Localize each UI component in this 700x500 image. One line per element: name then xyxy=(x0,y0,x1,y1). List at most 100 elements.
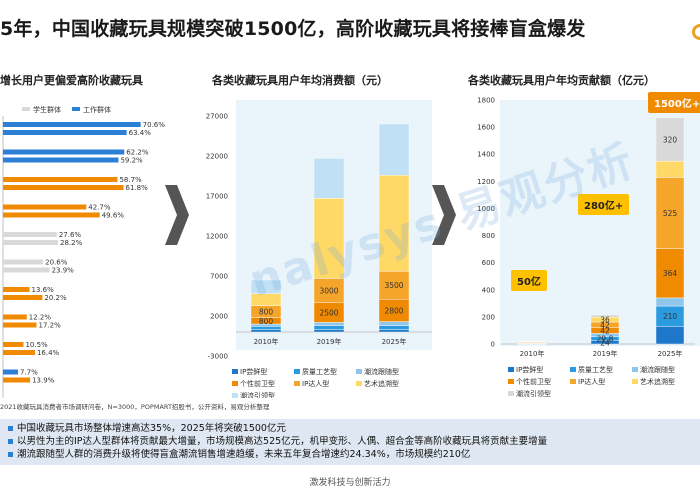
bar-segment xyxy=(250,326,282,330)
segment-value-label: 42 xyxy=(600,321,610,330)
y-tick-label: 12000 xyxy=(206,233,228,241)
segment-value-label: 3500 xyxy=(384,281,403,290)
segment-value-label: 36 xyxy=(600,316,610,325)
bar xyxy=(3,377,31,383)
bar xyxy=(3,314,27,320)
bar-segment xyxy=(313,322,345,326)
total-callout: 50亿 xyxy=(511,270,547,291)
summary-note: 中国收藏玩具市场整体增速高达35%，2025年将突破1500亿元 xyxy=(8,422,692,435)
x-tick-label: 2025年 xyxy=(658,349,683,358)
bar-value-label: 61.8% xyxy=(126,184,149,192)
right-arrow-icon xyxy=(165,185,189,245)
legend-swatch xyxy=(570,379,576,384)
right-arrow-icon xyxy=(432,185,456,245)
bar-segment xyxy=(378,123,410,176)
y-tick-label: 1400 xyxy=(477,151,495,159)
bar-value-label: 13.9% xyxy=(32,377,55,385)
legend-label: 个性前卫型 xyxy=(516,377,551,386)
source-note: 2021收藏玩具消费者市场调研问卷，N=3000，POPMART招股书，公开资料… xyxy=(0,403,270,411)
legend-swatch xyxy=(232,369,238,374)
bar-segment xyxy=(378,325,410,330)
legend-label: 艺术追溯型 xyxy=(364,379,399,388)
segment-value-label: 42 xyxy=(600,327,610,336)
user-preference-bar-chart: 学生群体 工作群体 70.6%63.4% 62.2%59.2% 58.7%61.8% 42… xyxy=(2,105,166,398)
brand-logo xyxy=(692,24,700,40)
bar-value-label: 23.9% xyxy=(52,267,75,275)
y-tick-label: 200 xyxy=(482,313,495,321)
segment-value-label: 364 xyxy=(663,269,678,278)
bar-value-label: 49.6% xyxy=(102,212,125,220)
bar xyxy=(3,185,124,190)
y-tick-label: 1600 xyxy=(477,124,495,132)
bar-value-label: 20.2% xyxy=(44,294,67,302)
bar-value-label: 17.2% xyxy=(39,322,62,330)
bar-segment xyxy=(655,117,685,162)
x-tick-label: 2019年 xyxy=(593,349,618,358)
y-tick-label: 17000 xyxy=(206,193,228,201)
bar-value-label: 13.6% xyxy=(32,286,55,294)
legend-swatch xyxy=(72,107,80,111)
legend-swatch xyxy=(232,393,238,398)
annual-spending-stacked-chart: 27000 22000 17000 12000 7000 2000 -3000 2010年 20… xyxy=(206,113,432,398)
annual-contribution-stacked-chart: 1800 1600 1400 1200 1000 800 600 400 200 0 2010年 20… xyxy=(477,97,695,398)
legend-label: 潮流引领型 xyxy=(516,389,551,398)
summary-note: 以男性为主的IP达人型群体将贡献最大增量，市场规模高达525亿元，机甲变形、人偶… xyxy=(8,435,692,448)
bar-segment xyxy=(655,297,685,307)
bar-value-label: 58.7% xyxy=(119,176,142,184)
y-tick-label: 1000 xyxy=(477,205,495,213)
bar-value-label: 42.7% xyxy=(88,204,111,212)
bar xyxy=(3,287,30,292)
legend-swatch xyxy=(356,369,362,374)
bar-segment xyxy=(313,329,345,333)
summary-note: 潮流跟随型人群的消费升级将使得盲盒潮流销售增速趋缓，未来五年复合增速约24.34… xyxy=(8,448,692,461)
legend-swatch xyxy=(356,381,362,386)
legend-label: 质量工艺型 xyxy=(302,367,337,376)
y-tick-label: 7000 xyxy=(210,273,228,281)
bar xyxy=(3,232,57,237)
y-tick-label: 1800 xyxy=(477,97,495,105)
bar-segment xyxy=(250,279,282,294)
legend-label: 个性前卫型 xyxy=(240,379,275,388)
chart3-title: 各类收藏玩具用户年均贡献额（亿元） xyxy=(468,74,655,87)
bar-value-label: 63.4% xyxy=(129,129,152,137)
legend-swatch xyxy=(294,381,300,386)
y-tick-label: 800 xyxy=(482,232,495,240)
chart2-title: 各类收藏玩具用户年均消费额（元） xyxy=(212,74,388,87)
bar-value-label: 28.2% xyxy=(60,239,83,247)
bar-segment xyxy=(590,314,620,318)
footer-slogan: 激发科技与创新活力 xyxy=(309,478,391,488)
summary-notes: 中国收藏玩具市场整体增速高达35%，2025年将突破1500亿元 以男性为主的I… xyxy=(0,419,700,465)
bar-value-label: 7.7% xyxy=(20,369,38,377)
legend-label: IP尝鲜型 xyxy=(240,367,267,376)
bar-segment xyxy=(250,329,282,333)
bar-segment xyxy=(313,158,345,199)
bar-segment xyxy=(378,270,410,300)
legend-swatch xyxy=(508,379,514,384)
bar xyxy=(3,177,118,182)
bullet-icon xyxy=(8,439,13,444)
bar xyxy=(3,267,50,273)
bar-segment xyxy=(378,321,410,326)
summary-note-text: 以男性为主的IP达人型群体将贡献最大增量，市场规模高达525亿元，机甲变形、人偶… xyxy=(17,436,548,447)
bar-value-label: 62.2% xyxy=(126,149,149,157)
bar-segment xyxy=(378,174,410,272)
bar-value-label: 12.2% xyxy=(29,314,52,322)
bar-value-label: 27.6% xyxy=(59,231,82,239)
segment-value-label: 800 xyxy=(259,317,274,326)
bar xyxy=(3,149,125,155)
summary-note-text: 中国收藏玩具市场整体增速高达35%，2025年将突破1500亿元 xyxy=(17,423,286,434)
bar xyxy=(3,295,43,300)
bar-segment xyxy=(655,248,685,299)
legend-label: 工作群体 xyxy=(83,105,111,114)
x-tick-label: 2025年 xyxy=(382,337,407,346)
legend-label: 潮流引领型 xyxy=(240,391,275,398)
bar-value-label: 20.6% xyxy=(45,259,68,267)
segment-value-label: 3000 xyxy=(319,286,338,295)
legend-swatch xyxy=(294,369,300,374)
y-tick-label: 600 xyxy=(482,259,495,267)
bar-value-label: 70.6% xyxy=(143,121,166,129)
segment-value-label: 2800 xyxy=(384,306,403,315)
legend-swatch xyxy=(632,379,638,384)
segment-value-label: 525 xyxy=(663,209,678,218)
bullet-icon xyxy=(8,426,13,431)
